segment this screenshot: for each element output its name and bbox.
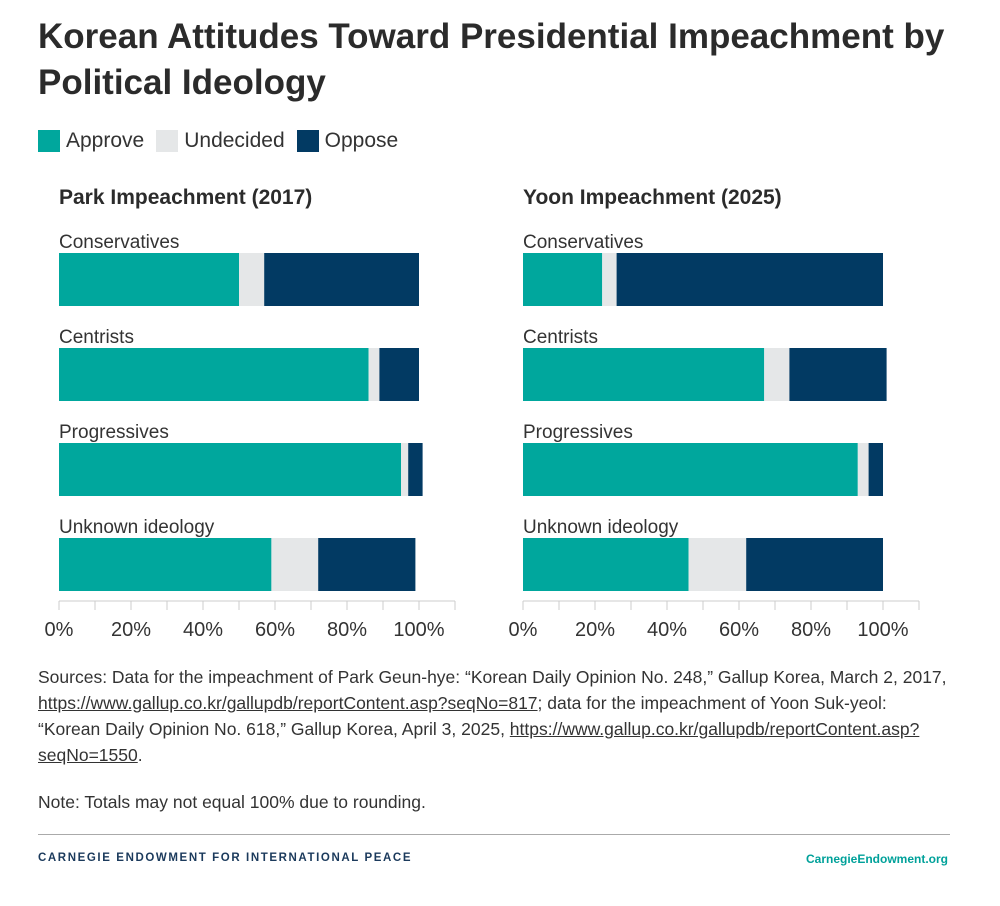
chart1-bar-centrists-oppose [379,348,419,401]
sources-text: Sources: Data for the impeachment of Par… [38,664,953,768]
chart2-x-tick-label-80: 80% [791,619,831,641]
legend-label-undecided: Undecided [184,129,285,152]
chart1-category-label-centrists: Centrists [59,327,134,348]
chart2-x-tick-label-0: 0% [509,619,538,641]
footer-site-link[interactable]: CarnegieEndowment.org [805,852,948,866]
chart2-bar-unknown-ideology-approve [523,538,689,591]
chart1-bar-conservatives-approve [59,253,239,306]
footer-divider [38,834,950,835]
chart2-bar-conservatives-oppose [616,253,883,306]
chart1-x-tick-label-0: 0% [45,619,74,641]
chart2-bar-conservatives-undecided [602,253,617,306]
chart2-bar-progressives-undecided [857,443,869,496]
legend-item-undecided: Undecided [156,129,285,153]
chart1-bar-unknown-ideology-approve [59,538,272,591]
legend-swatch-undecided [156,130,179,152]
chart2-bar-unknown-ideology-undecided [688,538,747,591]
source-link-yoon[interactable]: https://www.gallup.co.kr/gallupdb/report… [38,719,920,765]
chart1-bar-centrists-undecided [368,348,380,401]
chart1-title: Park Impeachment (2017) [59,186,312,209]
chart1-bar-conservatives-oppose [264,253,419,306]
source-link-park[interactable]: https://www.gallup.co.kr/gallupdb/report… [38,693,538,713]
chart2-category-label-progressives: Progressives [523,422,633,443]
chart1-category-label-progressives: Progressives [59,422,169,443]
chart1-bar-conservatives-undecided [239,253,265,306]
chart1-x-tick-label-100: 100% [393,619,444,641]
legend-item-oppose: Oppose [296,129,399,153]
chart2-bar-centrists-undecided [764,348,790,401]
chart-title: Korean Attitudes Toward Presidential Imp… [38,17,945,102]
legend-swatch-oppose [296,130,319,152]
chart1-x-tick-label-80: 80% [327,619,367,641]
chart2-x-tick-label-60: 60% [719,619,759,641]
legend-label-oppose: Oppose [324,129,399,152]
charts-area: Park Impeachment (2017) Conservatives Cent… [45,186,920,641]
chart1-bar-centrists-approve [59,348,369,401]
chart1-x-tick-label-20: 20% [111,619,151,641]
note-text: Note: Totals may not equal 100% due to r… [38,792,426,812]
chart1-bar-progressives-approve [59,443,401,496]
chart2-category-label-centrists: Centrists [523,327,598,348]
chart1-bar-progressives-oppose [408,443,423,496]
chart1-bar-unknown-ideology-oppose [318,538,416,591]
chart1-bar-progressives-undecided [401,443,409,496]
chart2-bar-progressives-oppose [868,443,883,496]
chart1-category-label-unknown-ideology: Unknown ideology [59,517,215,538]
chart2-category-label-conservatives: Conservatives [523,232,643,253]
chart1-x-tick-label-60: 60% [255,619,295,641]
chart2-bar-centrists-oppose [789,348,887,401]
sources-middle: ; data for the impeachment of Yoon Suk-y… [38,693,887,739]
chart2-bar-unknown-ideology-oppose [746,538,883,591]
chart1-x-tick-label-40: 40% [183,619,223,641]
legend-swatch-approve [38,130,60,152]
sources-prefix: Sources: Data for the impeachment of Par… [38,667,947,687]
chart2-bar-centrists-approve [523,348,765,401]
chart2-bar-conservatives-approve [523,253,603,306]
footer-org-name: CARNEGIE ENDOWMENT FOR INTERNATIONAL PEA… [38,852,413,864]
chart2-title: Yoon Impeachment (2025) [523,186,782,209]
chart2-x-tick-label-100: 100% [857,619,908,641]
chart2-x-tick-label-40: 40% [647,619,687,641]
chart2-category-label-unknown-ideology: Unknown ideology [523,517,679,538]
chart1-category-label-conservatives: Conservatives [59,232,179,253]
legend-label-approve: Approve [66,129,145,152]
chart2-bar-progressives-approve [523,443,858,496]
sources-suffix: . [137,745,143,765]
legend: Approve Undecided Oppose [38,126,410,156]
legend-item-approve: Approve [38,129,144,153]
chart2-x-tick-label-20: 20% [575,619,615,641]
chart1-bar-unknown-ideology-undecided [271,538,319,591]
